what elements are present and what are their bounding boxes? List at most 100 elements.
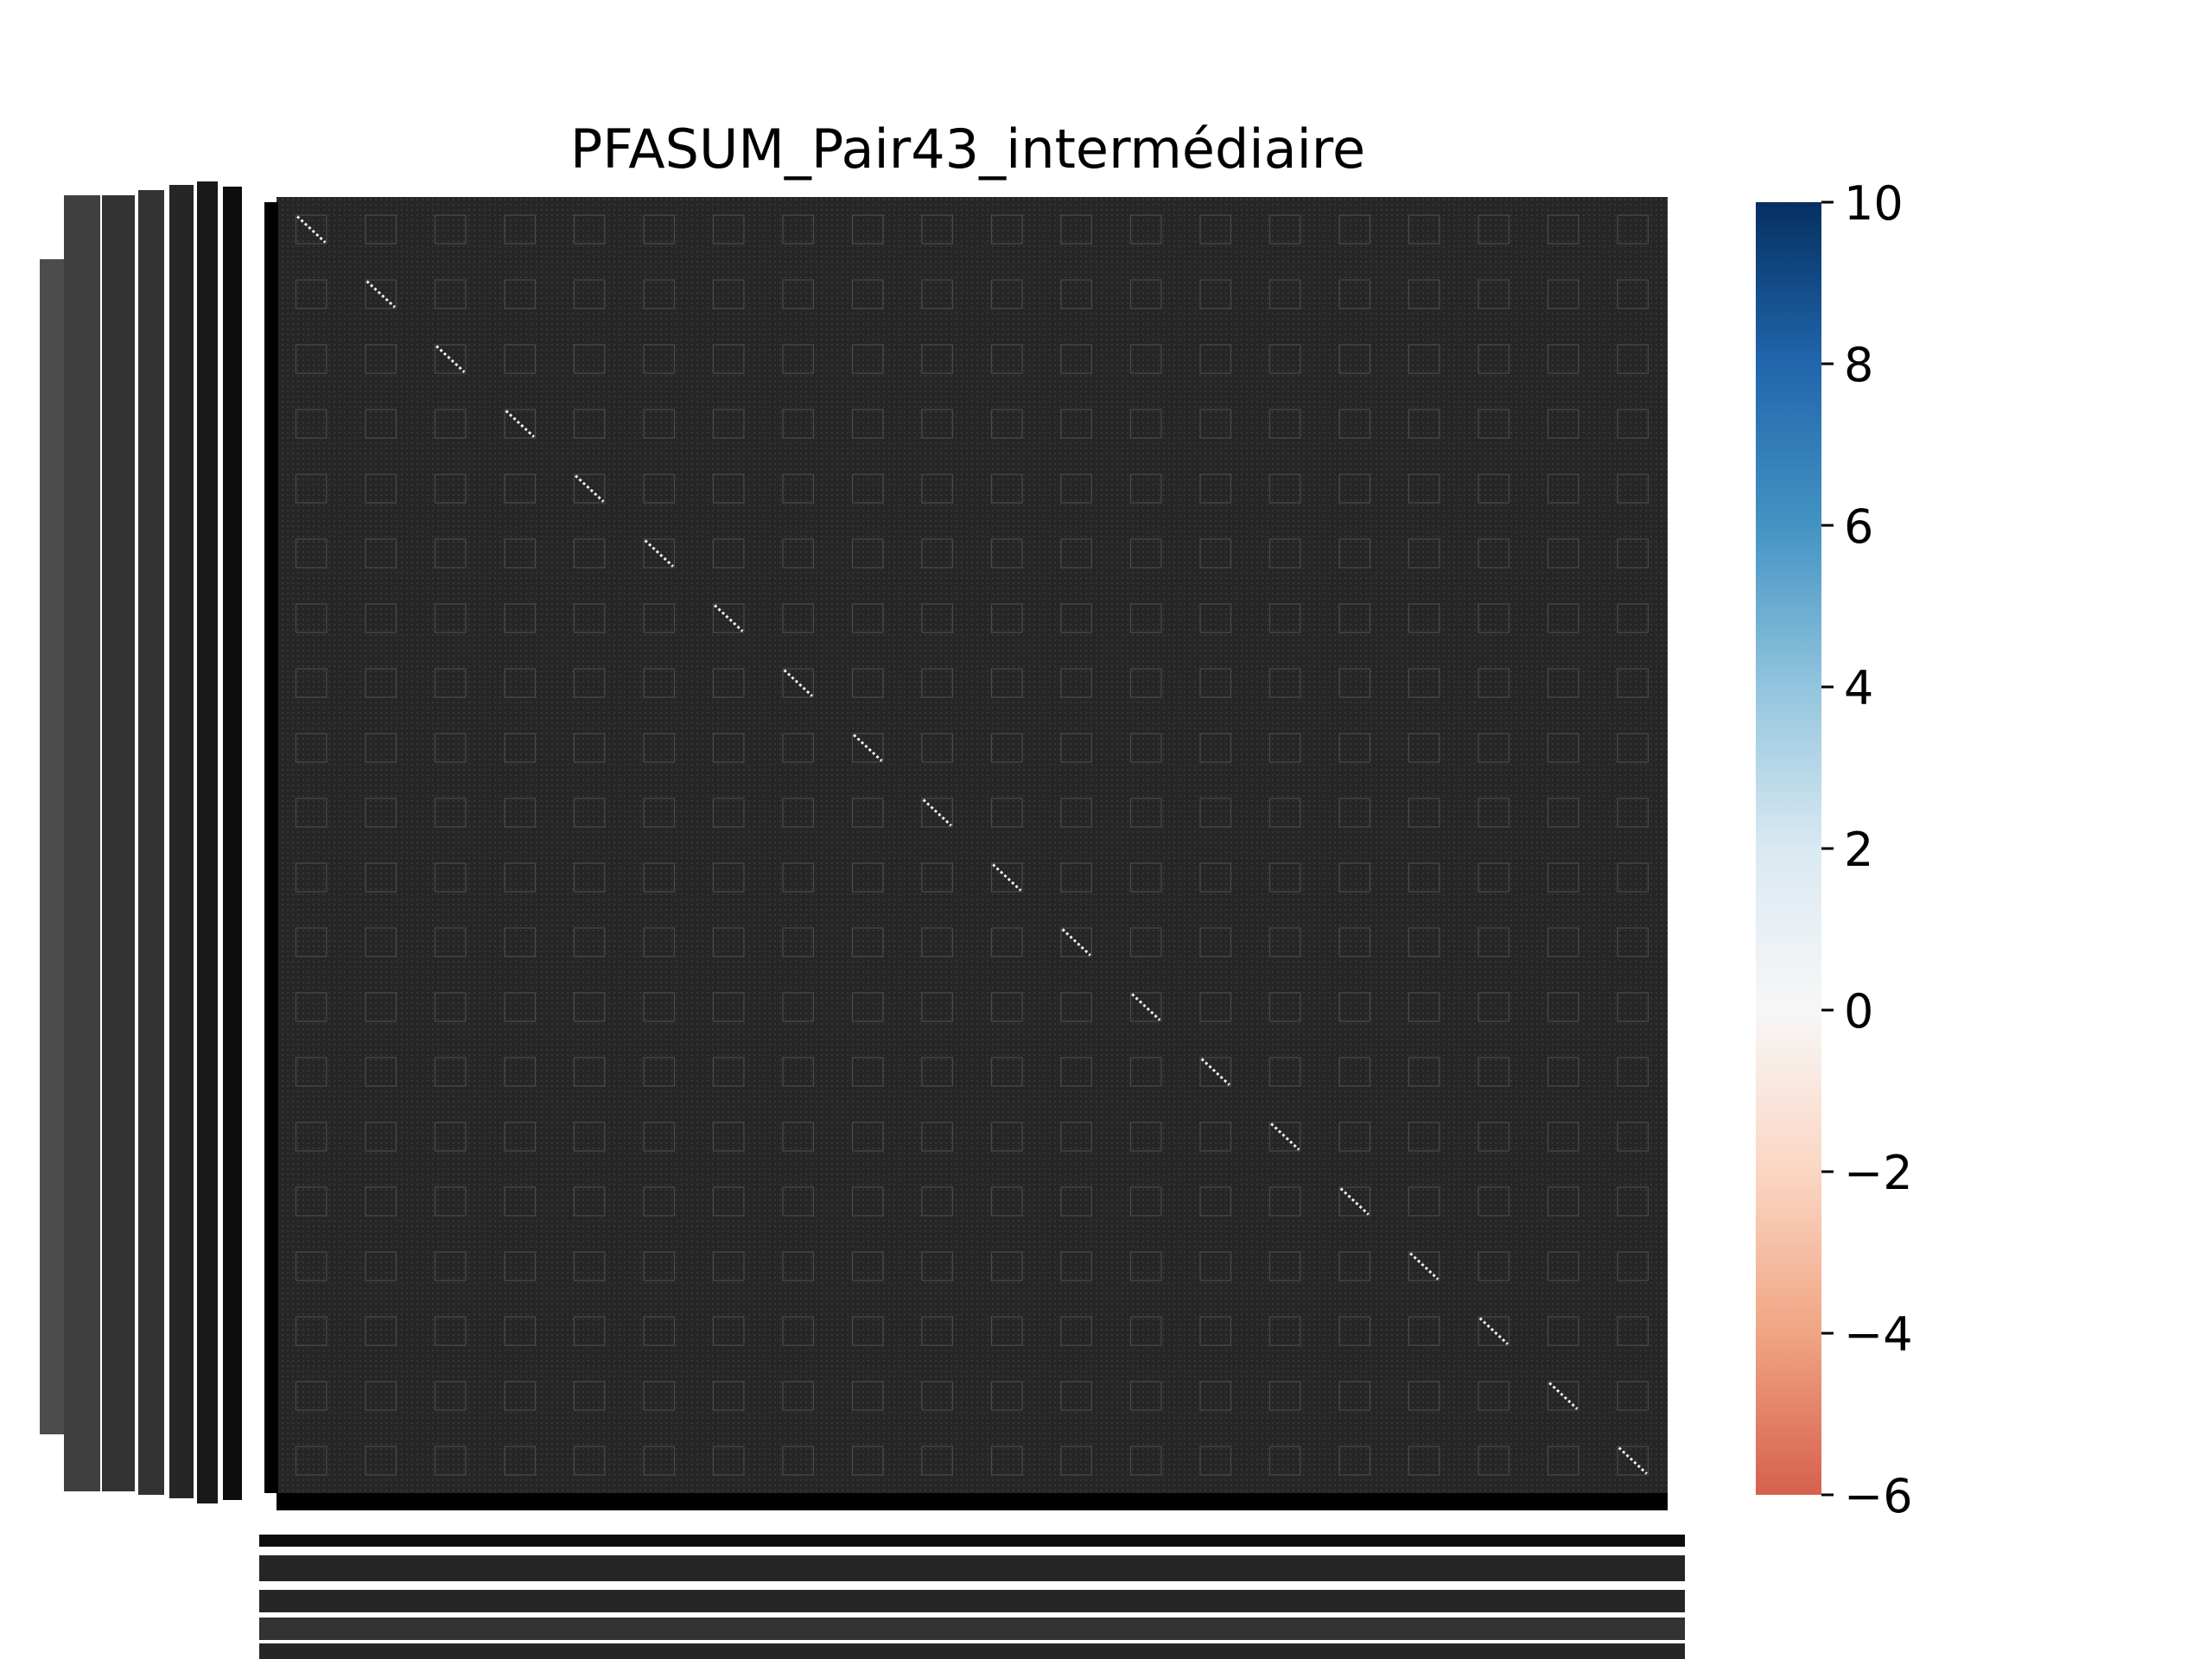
heatmap-block	[921, 214, 954, 245]
heatmap-block	[1268, 1446, 1301, 1476]
heatmap-block	[851, 279, 884, 309]
heatmap-block	[1617, 668, 1649, 698]
heatmap-block	[921, 1446, 954, 1476]
heatmap-block	[1478, 1186, 1510, 1217]
heatmap-block	[921, 1316, 954, 1346]
heatmap-block	[1129, 1251, 1162, 1281]
heatmap-block	[1199, 1316, 1232, 1346]
heatmap-block	[434, 344, 467, 374]
heatmap-block	[990, 798, 1023, 828]
heatmap-block	[1478, 1251, 1510, 1281]
heatmap-block	[782, 474, 815, 504]
diagonal-cell	[1200, 1058, 1230, 1086]
heatmap-block	[1617, 733, 1649, 763]
heatmap-block	[1129, 733, 1162, 763]
heatmap-block	[1617, 1316, 1649, 1346]
heatmap-block	[921, 798, 954, 828]
heatmap-block	[295, 603, 327, 633]
heatmap-block	[1060, 1186, 1093, 1217]
diagonal-cell	[1409, 1252, 1440, 1281]
heatmap-block	[990, 668, 1023, 698]
heatmap-block	[1129, 1446, 1162, 1476]
heatmap-block	[1547, 214, 1580, 245]
heatmap-block	[573, 1316, 606, 1346]
heatmap-block	[573, 344, 606, 374]
diagonal-cell	[992, 863, 1022, 892]
heatmap-block	[1338, 538, 1371, 569]
heatmap-block	[1408, 214, 1440, 245]
heatmap-blocks	[295, 214, 1649, 1476]
heatmap-block	[1478, 798, 1510, 828]
heatmap-block	[1060, 1057, 1093, 1087]
heatmap-block	[1060, 1381, 1093, 1411]
heatmap-block	[782, 862, 815, 893]
heatmap-block	[1129, 214, 1162, 245]
heatmap-block	[1547, 1446, 1580, 1476]
heatmap-block	[1129, 603, 1162, 633]
heatmap-block	[504, 1316, 537, 1346]
heatmap-block	[365, 409, 397, 439]
heatmap-block	[712, 1381, 745, 1411]
heatmap-block	[1129, 279, 1162, 309]
heatmap-block	[365, 1251, 397, 1281]
heatmap-block	[295, 798, 327, 828]
heatmap-block	[295, 474, 327, 504]
heatmap-block	[1617, 474, 1649, 504]
heatmap-block	[573, 214, 606, 245]
heatmap-block	[504, 798, 537, 828]
heatmap-block	[1547, 344, 1580, 374]
heatmap-block	[851, 733, 884, 763]
heatmap-block	[990, 1381, 1023, 1411]
heatmap-block	[712, 538, 745, 569]
heatmap-block	[365, 733, 397, 763]
heatmap-block	[1060, 538, 1093, 569]
heatmap-block	[851, 344, 884, 374]
heatmap-block	[990, 862, 1023, 893]
heatmap-block	[712, 409, 745, 439]
heatmap-block	[1060, 409, 1093, 439]
x-axis-tick-labels	[259, 1493, 1685, 1659]
heatmap-block	[1547, 668, 1580, 698]
heatmap-block	[1338, 603, 1371, 633]
colorbar-tick-label: −4	[1844, 1307, 1913, 1362]
heatmap-block	[434, 1251, 467, 1281]
heatmap-block	[990, 279, 1023, 309]
heatmap-block	[295, 1251, 327, 1281]
heatmap-block	[1338, 1251, 1371, 1281]
heatmap-block	[712, 214, 745, 245]
heatmap-block	[1129, 927, 1162, 957]
heatmap-block	[1338, 1186, 1371, 1217]
heatmap-block	[573, 798, 606, 828]
heatmap-block	[1268, 538, 1301, 569]
heatmap-block	[643, 1057, 676, 1087]
heatmap-block	[1478, 344, 1510, 374]
chart-title: PFASUM_Pair43_intermédiaire	[570, 118, 1365, 181]
heatmap-block	[1547, 1251, 1580, 1281]
heatmap-block	[1338, 214, 1371, 245]
heatmap-block	[643, 474, 676, 504]
heatmap-block	[851, 668, 884, 698]
heatmap-block	[434, 798, 467, 828]
heatmap-block	[365, 474, 397, 504]
heatmap-block	[573, 1057, 606, 1087]
heatmap-block	[1547, 927, 1580, 957]
heatmap-block	[573, 279, 606, 309]
heatmap-block	[1408, 733, 1440, 763]
diagonal-cell	[1478, 1317, 1509, 1345]
heatmap-block	[712, 1316, 745, 1346]
heatmap-block	[851, 603, 884, 633]
heatmap-block	[1060, 798, 1093, 828]
heatmap-block	[295, 992, 327, 1022]
heatmap-block	[1617, 927, 1649, 957]
heatmap-block	[643, 1316, 676, 1346]
heatmap-block	[365, 668, 397, 698]
heatmap-block	[643, 1446, 676, 1476]
heatmap-block	[1268, 798, 1301, 828]
colorbar: 10 8 6 4 2 0 −2 −4 −6	[1756, 176, 1913, 1523]
heatmap-block	[1338, 992, 1371, 1022]
heatmap-block	[1268, 668, 1301, 698]
heatmap-block	[1338, 1381, 1371, 1411]
heatmap-block	[1478, 733, 1510, 763]
heatmap-block	[1478, 538, 1510, 569]
heatmap-block	[1060, 474, 1093, 504]
